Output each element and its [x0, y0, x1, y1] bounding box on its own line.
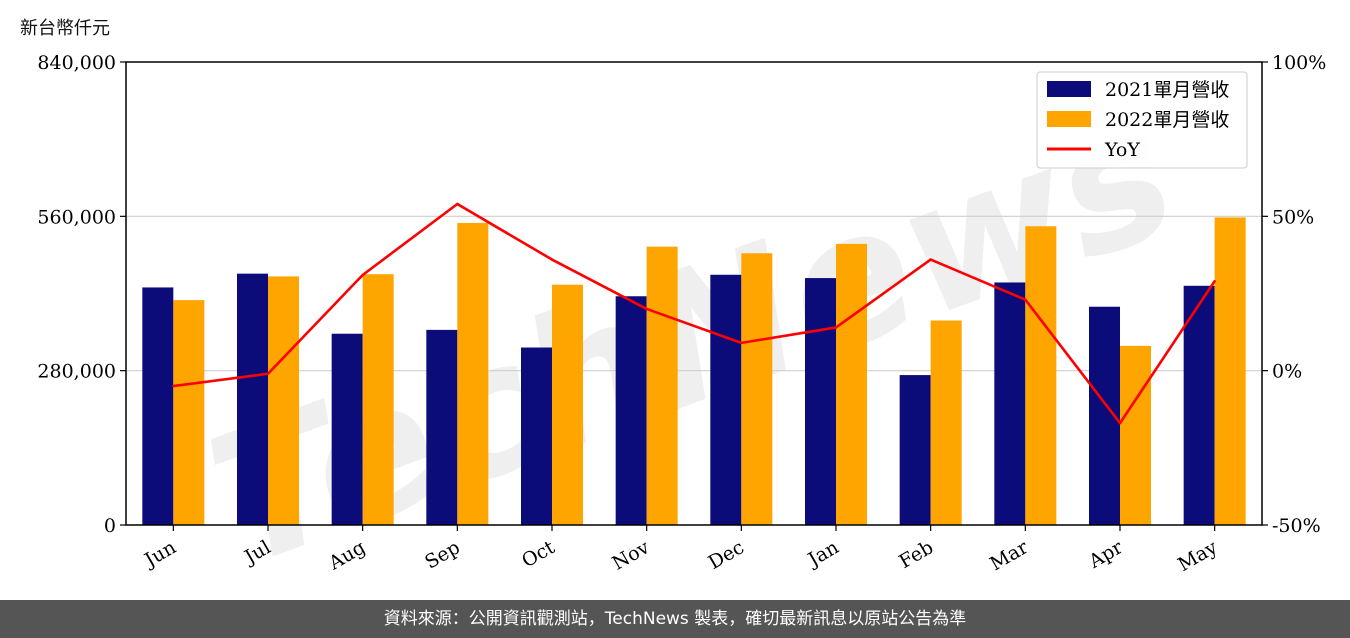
- bar-2021-jun: [142, 287, 174, 525]
- legend-label: YoY: [1104, 139, 1140, 161]
- bar-2022-mar: [1025, 226, 1057, 525]
- bar-2021-mar: [994, 282, 1026, 525]
- yoy-line: [173, 202, 1216, 425]
- x-tick-label-jun: Jun: [139, 536, 180, 572]
- x-tick-label-oct: Oct: [518, 536, 559, 572]
- y-left-tick-label: 0: [104, 515, 116, 537]
- bar-2021-may: [1183, 285, 1215, 525]
- bar-2021-sep: [426, 329, 458, 525]
- y-right-tick-label: 100%: [1272, 52, 1326, 74]
- yoy-point-feb: [929, 258, 932, 261]
- yoy-point-jun: [172, 384, 175, 388]
- bar-2021-nov: [615, 296, 647, 525]
- yoy-point-mar: [1024, 298, 1027, 301]
- legend-label: 2021單月營收: [1105, 79, 1229, 101]
- legend-swatch: [1047, 111, 1091, 127]
- legend-swatch: [1047, 81, 1091, 97]
- bar-2021-aug: [331, 333, 363, 525]
- yoy-point-may: [1213, 279, 1216, 283]
- x-tick-label-dec: Dec: [705, 536, 748, 574]
- yoy-point-oct: [550, 258, 554, 261]
- x-tick-label-jan: Jan: [803, 536, 843, 572]
- legend-label: 2022單月營收: [1105, 109, 1229, 131]
- bar-2022-apr: [1120, 345, 1151, 525]
- bar-2021-oct: [521, 347, 552, 525]
- yoy-point-dec: [740, 341, 743, 345]
- bar-2021-jan: [805, 278, 836, 525]
- revenue-chart: TechNews 0280,000560,000840,000-50%0%50%…: [37, 52, 1326, 600]
- yoy-point-jul: [266, 372, 270, 375]
- bar-2022-jan: [836, 243, 867, 525]
- bar-2022-jun: [173, 300, 205, 525]
- yoy-point-jan: [834, 326, 838, 329]
- bar-2022-nov: [646, 246, 678, 525]
- x-tick-label-apr: Apr: [1084, 536, 1127, 573]
- y-right-tick-label: -50%: [1272, 515, 1321, 537]
- bar-2021-jul: [237, 273, 268, 525]
- bar-2021-dec: [710, 274, 742, 525]
- x-tick-label-nov: Nov: [609, 536, 654, 575]
- bar-2022-feb: [930, 320, 962, 525]
- bar-2022-may: [1214, 217, 1246, 525]
- bar-2022-dec: [741, 253, 773, 525]
- y-left-tick-label: 560,000: [37, 206, 116, 228]
- plot-frame: [125, 61, 1263, 526]
- yoy-point-nov: [645, 307, 648, 311]
- yoy-point-aug: [361, 273, 364, 277]
- y-left-tick-label: 840,000: [37, 52, 116, 74]
- x-tick-label-mar: Mar: [986, 536, 1032, 575]
- y-left-tick-label: 280,000: [37, 361, 116, 383]
- x-tick-label-may: May: [1174, 536, 1221, 576]
- bar-2022-sep: [457, 222, 489, 525]
- yoy-point-sep: [456, 202, 459, 206]
- y-right-tick-label: 0%: [1272, 361, 1302, 383]
- bar-2022-aug: [362, 274, 394, 525]
- bar-2021-feb: [899, 375, 931, 525]
- bar-2022-jul: [268, 276, 299, 525]
- yoy-point-apr: [1118, 421, 1122, 425]
- y-right-tick-label: 50%: [1272, 206, 1314, 228]
- bar-2022-oct: [552, 284, 583, 525]
- source-footer: 資料來源：公開資訊觀測站，TechNews 製表，確切最新訊息以原站公告為準: [0, 600, 1350, 638]
- unit-label: 新台幣仟元: [20, 18, 110, 39]
- x-tick-label-feb: Feb: [895, 536, 937, 573]
